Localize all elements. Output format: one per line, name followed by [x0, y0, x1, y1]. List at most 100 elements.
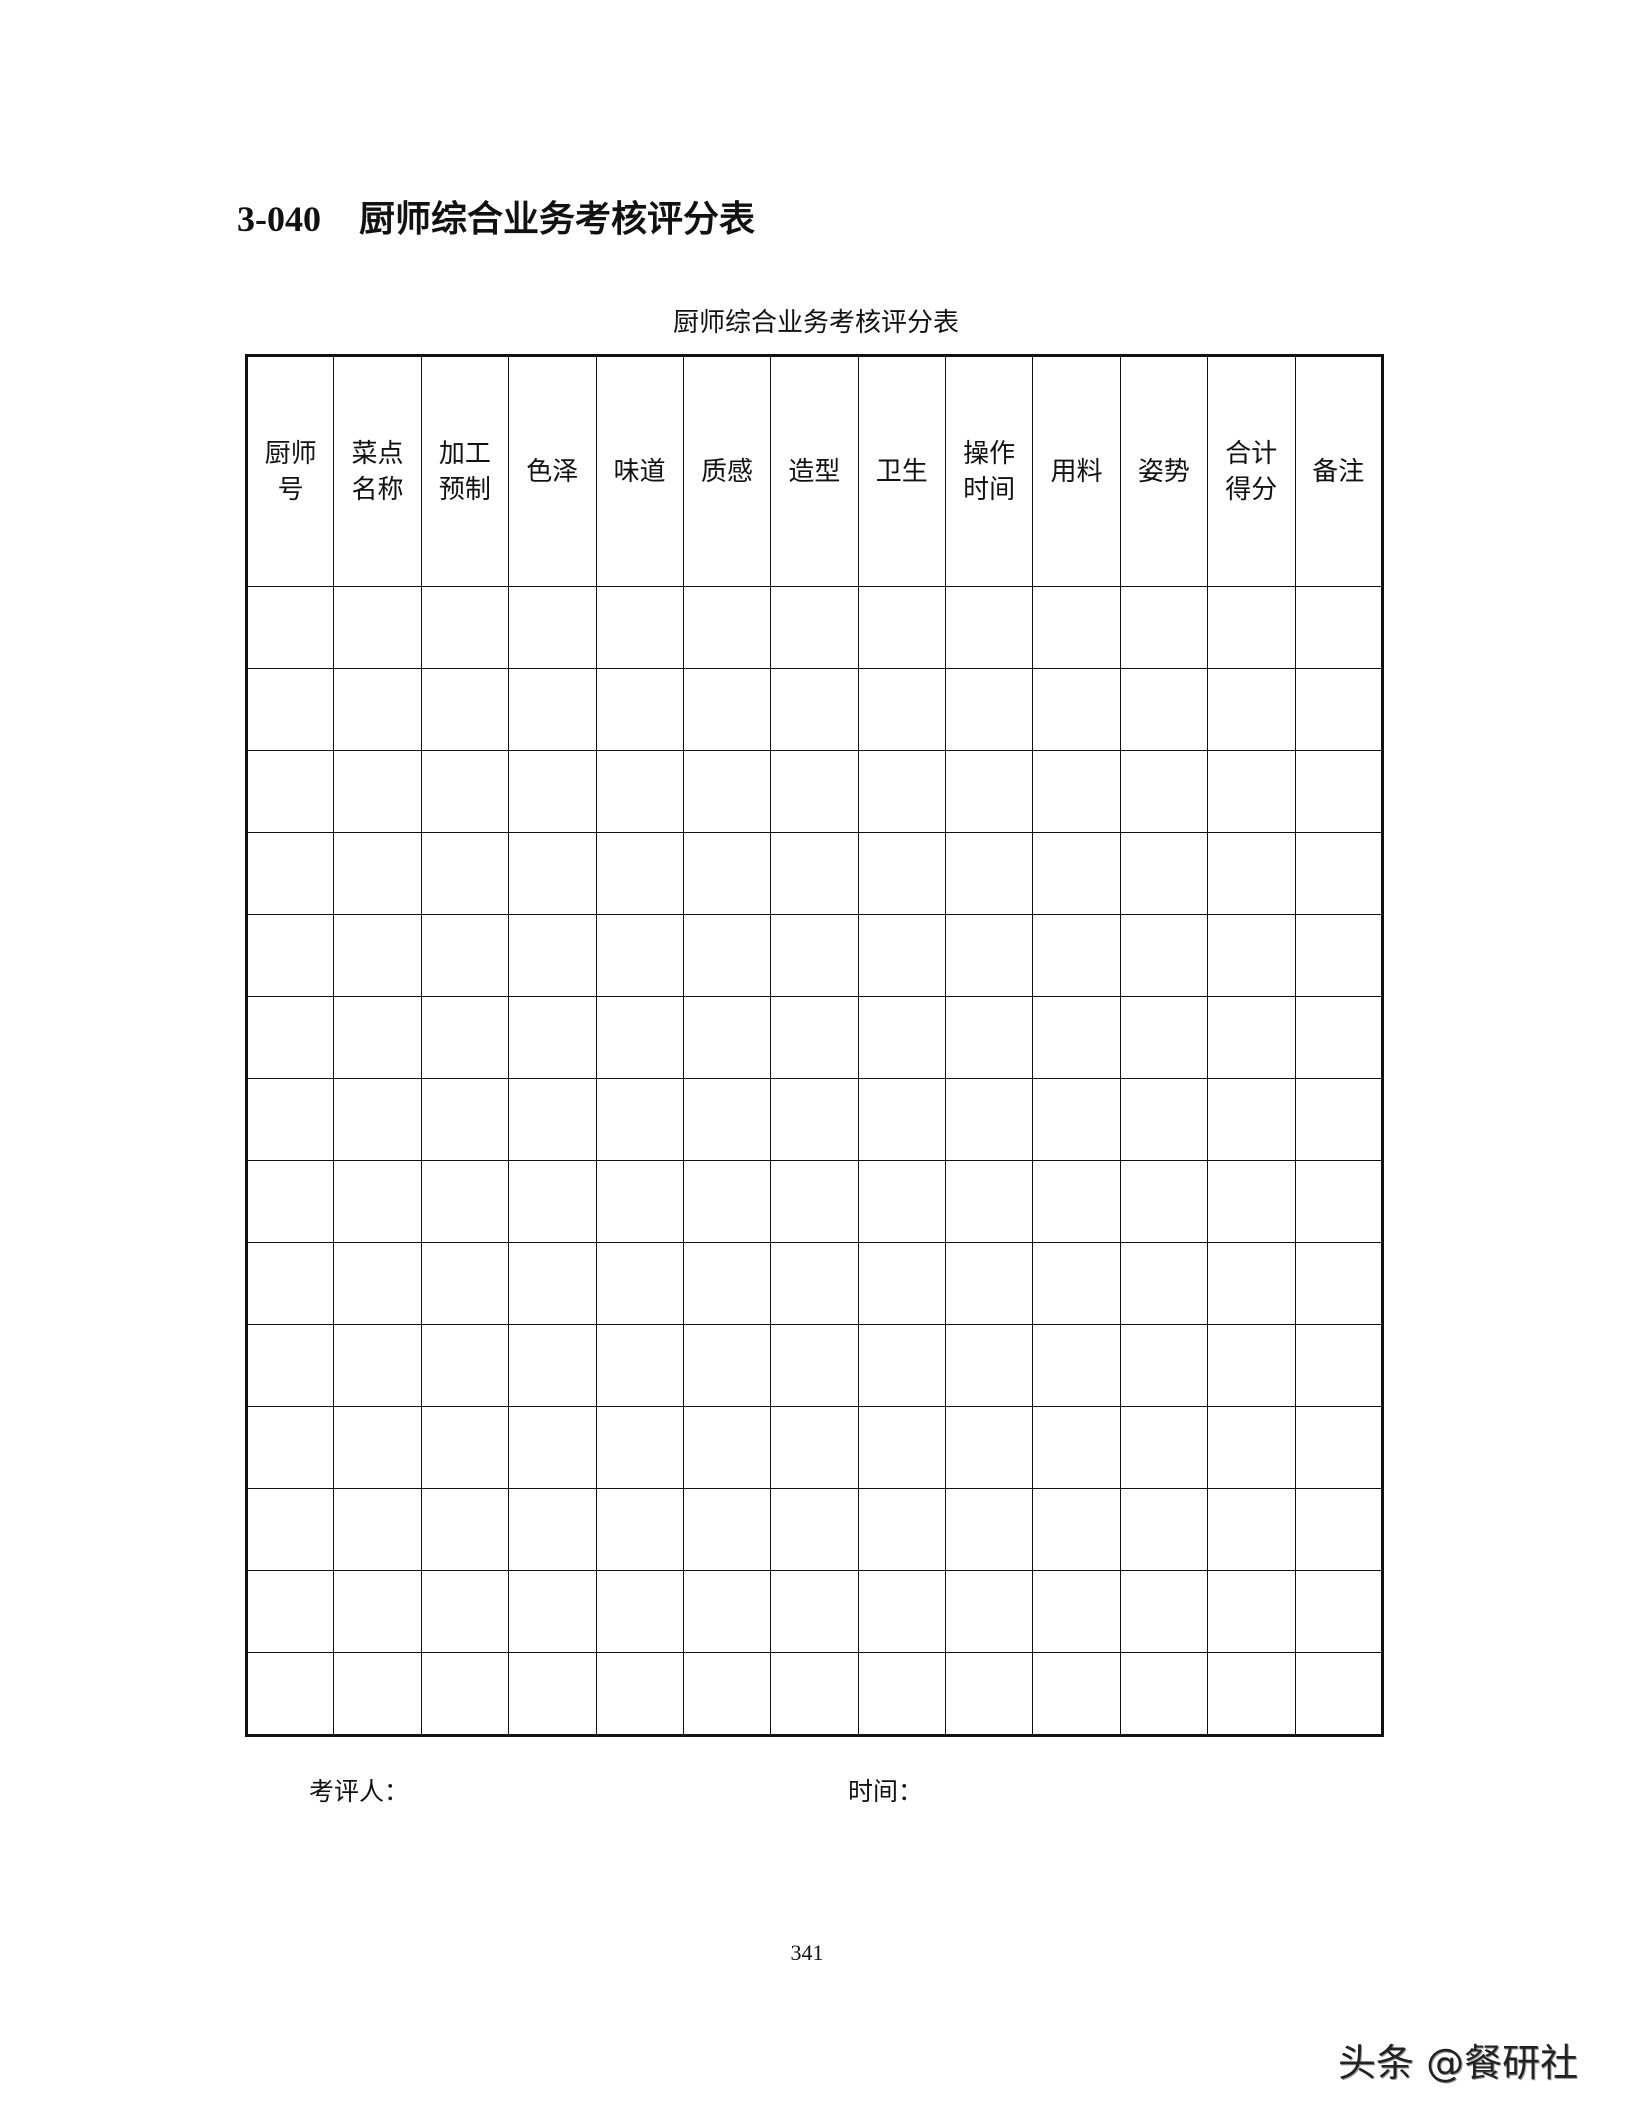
table-cell	[1032, 1570, 1121, 1653]
table-cell	[420, 1324, 510, 1407]
table-cell	[682, 996, 772, 1079]
column-header-line: 预制	[438, 474, 491, 505]
table-cell	[333, 1570, 422, 1653]
table-row	[245, 832, 1383, 915]
table-cell	[857, 1570, 947, 1653]
column-header: 姿势	[1119, 355, 1209, 587]
table-cell	[682, 1488, 772, 1571]
table-row	[245, 996, 1383, 1079]
table-cell	[508, 1652, 597, 1736]
table-cell	[595, 1078, 684, 1161]
table-cell	[595, 586, 684, 669]
table-cell	[770, 914, 859, 997]
table-cell	[508, 1406, 597, 1489]
table-cell	[420, 1488, 510, 1571]
table-cell	[770, 832, 859, 915]
table-cell	[1119, 996, 1209, 1079]
table-cell	[420, 1652, 510, 1736]
table-cell	[245, 1160, 335, 1243]
time-label: 时间：	[848, 1777, 924, 1806]
table-cell	[420, 1406, 510, 1489]
table-cell	[857, 668, 947, 751]
table-cell	[595, 1160, 684, 1243]
table-cell	[245, 1242, 335, 1325]
table-cell	[857, 1242, 947, 1325]
table-cell	[1207, 914, 1296, 997]
table-cell	[857, 1652, 947, 1736]
table-cell	[595, 1242, 684, 1325]
table-cell	[333, 1078, 422, 1161]
column-header-line: 色泽	[526, 456, 579, 487]
table-cell	[508, 1324, 597, 1407]
table-cell	[333, 914, 422, 997]
table-cell	[944, 914, 1034, 997]
table-cell	[420, 1242, 510, 1325]
table-cell	[1032, 996, 1121, 1079]
table-cell	[1032, 1242, 1121, 1325]
table-cell	[1294, 1242, 1383, 1325]
table-row	[245, 914, 1383, 997]
scoring-table: 厨师号菜点 名称 加工 预制 色泽 味道 质感 造型 卫生 操作 时间 用料 姿势 合计 得分 备注	[245, 354, 1384, 1737]
heading-text: 厨师综合业务考核评分表	[359, 198, 756, 240]
table-cell	[1032, 1406, 1121, 1489]
table-cell	[1294, 1570, 1383, 1653]
table-cell	[1119, 586, 1209, 669]
table-cell	[682, 586, 772, 669]
table-cell	[857, 832, 947, 915]
table-cell	[944, 1652, 1034, 1736]
table-cell	[333, 586, 422, 669]
table-cell	[245, 1488, 335, 1571]
table-cell	[1207, 832, 1296, 915]
table-cell	[770, 1406, 859, 1489]
table-cell	[333, 1488, 422, 1571]
table-cell	[1032, 668, 1121, 751]
column-header: 卫生	[857, 355, 947, 587]
table-cell	[1119, 750, 1209, 833]
column-header-line: 厨师	[264, 438, 317, 469]
table-cell	[1119, 1570, 1209, 1653]
table-row	[245, 1652, 1383, 1736]
table-row	[245, 1570, 1383, 1653]
table-cell	[245, 586, 335, 669]
column-header-line: 用料	[1050, 456, 1103, 487]
table-cell	[770, 1242, 859, 1325]
table-cell	[595, 1324, 684, 1407]
table-cell	[1207, 1488, 1296, 1571]
table-cell	[944, 996, 1034, 1079]
table-cell	[1119, 1488, 1209, 1571]
table-cell	[1207, 1570, 1296, 1653]
table-cell	[682, 1324, 772, 1407]
table-cell	[333, 832, 422, 915]
column-header: 操作 时间	[944, 355, 1034, 587]
table-row	[245, 1406, 1383, 1489]
table-cell	[857, 1406, 947, 1489]
table-cell	[1119, 1652, 1209, 1736]
table-cell	[245, 1406, 335, 1489]
table-caption: 厨师综合业务考核评分表	[672, 308, 959, 338]
table-cell	[508, 1488, 597, 1571]
table-cell	[508, 750, 597, 833]
table-cell	[944, 586, 1034, 669]
table-cell	[857, 1324, 947, 1407]
table-cell	[1119, 1324, 1209, 1407]
table-cell	[682, 1570, 772, 1653]
table-cell	[1032, 586, 1121, 669]
table-cell	[245, 996, 335, 1079]
table-cell	[420, 996, 510, 1079]
column-header-line: 卫生	[875, 456, 928, 487]
table-row	[245, 1324, 1383, 1407]
table-body	[245, 586, 1383, 1736]
column-header: 造型	[770, 355, 859, 587]
table-cell	[595, 914, 684, 997]
table-cell	[508, 996, 597, 1079]
table-cell	[1119, 1078, 1209, 1161]
table-cell	[420, 1160, 510, 1243]
column-header: 用料	[1032, 355, 1121, 587]
table-cell	[1294, 750, 1383, 833]
table-cell	[333, 750, 422, 833]
table-cell	[333, 1406, 422, 1489]
table-cell	[333, 1652, 422, 1736]
table-cell	[1294, 914, 1383, 997]
table-cell	[944, 668, 1034, 751]
table-cell	[682, 1652, 772, 1736]
